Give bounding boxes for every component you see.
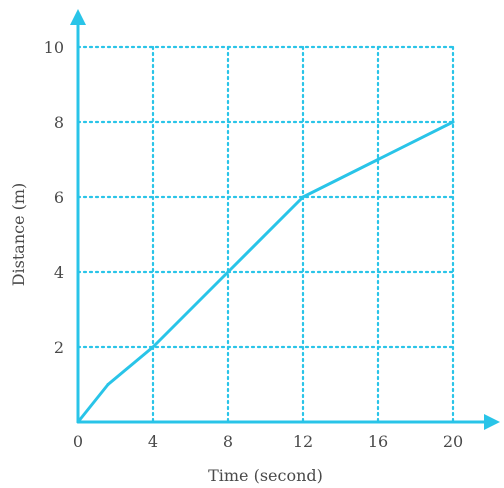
x-tick-label-0: 0 — [73, 432, 83, 451]
y-tick-label-10: 10 — [44, 38, 64, 57]
axes-layer — [70, 9, 500, 430]
data-point-0-0 — [76, 420, 80, 424]
x-axis-arrow — [484, 414, 500, 430]
x-tick-label-20: 20 — [443, 432, 463, 451]
data-point-0-4 — [301, 195, 305, 199]
y-tick-label-4: 4 — [54, 263, 64, 282]
grid-layer — [76, 45, 455, 424]
data-point-0-2 — [151, 345, 155, 349]
y-tick-label-2: 2 — [54, 338, 64, 357]
y-axis-arrow — [70, 9, 86, 25]
y-tick-label-8: 8 — [54, 113, 64, 132]
y-tick-label-6: 6 — [54, 188, 64, 207]
x-tick-label-16: 16 — [368, 432, 388, 451]
series-layer — [76, 120, 455, 424]
x-axis-title: Time (second) — [208, 466, 323, 485]
data-point-0-6 — [451, 120, 455, 124]
data-point-0-5 — [376, 158, 380, 161]
data-point-0-1 — [106, 383, 110, 386]
x-tick-label-4: 4 — [148, 432, 158, 451]
x-tick-label-12: 12 — [293, 432, 313, 451]
data-point-0-3 — [226, 270, 230, 274]
y-axis-title: Distance (m) — [9, 183, 28, 287]
x-tick-label-8: 8 — [223, 432, 233, 451]
